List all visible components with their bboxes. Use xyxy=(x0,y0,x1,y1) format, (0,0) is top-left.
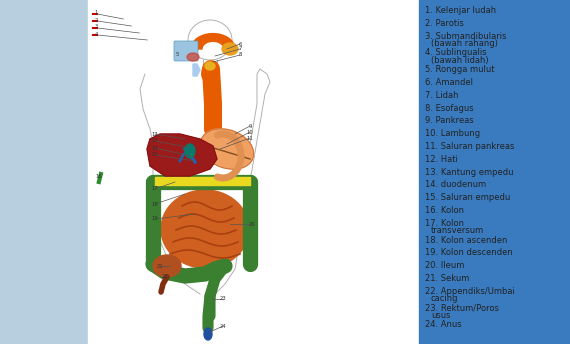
Text: 23: 23 xyxy=(219,297,226,301)
Text: 2. Parotis: 2. Parotis xyxy=(425,19,464,28)
Text: 12. Hati: 12. Hati xyxy=(425,155,458,164)
Ellipse shape xyxy=(205,62,215,70)
Text: 8. Esofagus: 8. Esofagus xyxy=(425,104,474,112)
Text: 10. Lambung: 10. Lambung xyxy=(425,129,480,138)
Text: 22: 22 xyxy=(162,273,168,279)
Text: 12: 12 xyxy=(152,131,158,137)
Text: 15: 15 xyxy=(152,152,158,158)
Text: cacing: cacing xyxy=(431,294,458,303)
FancyBboxPatch shape xyxy=(174,41,198,61)
Text: 9: 9 xyxy=(249,123,252,129)
Text: 1. Kelenjar ludah: 1. Kelenjar ludah xyxy=(425,6,496,15)
Ellipse shape xyxy=(200,129,254,169)
Text: 6. Amandel: 6. Amandel xyxy=(425,78,473,87)
Text: 5: 5 xyxy=(176,53,178,57)
Text: 13: 13 xyxy=(152,139,158,143)
Bar xyxy=(0,0,88,344)
Text: 17. Kolon: 17. Kolon xyxy=(425,219,464,228)
Text: 14: 14 xyxy=(152,146,158,151)
Text: 3. Submandibularis: 3. Submandibularis xyxy=(425,32,507,41)
Ellipse shape xyxy=(153,255,181,277)
Text: 10: 10 xyxy=(247,129,254,135)
Text: 8: 8 xyxy=(238,53,242,57)
Text: 15. Saluran empedu: 15. Saluran empedu xyxy=(425,193,510,202)
Text: 5. Rongga mulut: 5. Rongga mulut xyxy=(425,65,494,74)
Text: 13. Kantung empedu: 13. Kantung empedu xyxy=(425,168,514,176)
Text: 6: 6 xyxy=(238,42,242,46)
Text: 21: 21 xyxy=(157,264,164,269)
Text: 24: 24 xyxy=(219,323,226,329)
Polygon shape xyxy=(147,134,217,176)
Text: 17: 17 xyxy=(152,186,158,192)
Text: 19: 19 xyxy=(152,216,158,222)
Ellipse shape xyxy=(204,328,212,340)
Text: 11. Saluran pankreas: 11. Saluran pankreas xyxy=(425,142,514,151)
Text: 4. Sublingualis: 4. Sublingualis xyxy=(425,49,487,57)
Polygon shape xyxy=(207,146,250,164)
Text: 16: 16 xyxy=(95,173,101,179)
Text: 4: 4 xyxy=(95,32,98,36)
Text: (bawah rahang): (bawah rahang) xyxy=(431,39,498,48)
Text: 16. Kolon: 16. Kolon xyxy=(425,206,464,215)
Ellipse shape xyxy=(185,144,195,158)
Text: 11: 11 xyxy=(247,136,254,140)
Text: 18. Kolon ascenden: 18. Kolon ascenden xyxy=(425,236,507,245)
Text: 19. Kolon descenden: 19. Kolon descenden xyxy=(425,248,512,257)
Bar xyxy=(88,0,419,344)
Text: 2: 2 xyxy=(95,18,98,22)
Ellipse shape xyxy=(187,53,199,61)
Text: 3: 3 xyxy=(95,24,98,30)
Polygon shape xyxy=(191,34,235,49)
Text: (bawah lidah): (bawah lidah) xyxy=(431,56,488,65)
Text: 7. Lidah: 7. Lidah xyxy=(425,91,458,100)
Polygon shape xyxy=(193,64,200,76)
Text: 7: 7 xyxy=(238,46,242,52)
Text: usus: usus xyxy=(431,311,450,320)
Ellipse shape xyxy=(161,190,249,268)
Text: 23. Rektum/Poros: 23. Rektum/Poros xyxy=(425,304,499,313)
Text: 9. Pankreas: 9. Pankreas xyxy=(425,116,474,126)
Text: 1: 1 xyxy=(95,11,98,15)
Text: 20. Ileum: 20. Ileum xyxy=(425,261,465,270)
Bar xyxy=(419,0,570,344)
Text: 22. Appendiks/Umbai: 22. Appendiks/Umbai xyxy=(425,287,515,296)
Text: 20: 20 xyxy=(249,222,255,226)
Ellipse shape xyxy=(222,43,238,55)
Text: 18: 18 xyxy=(152,202,158,206)
Text: transversum: transversum xyxy=(431,226,484,235)
Text: 24. Anus: 24. Anus xyxy=(425,320,462,330)
Text: 14. duodenum: 14. duodenum xyxy=(425,180,486,190)
Text: 21. Sekum: 21. Sekum xyxy=(425,274,469,283)
